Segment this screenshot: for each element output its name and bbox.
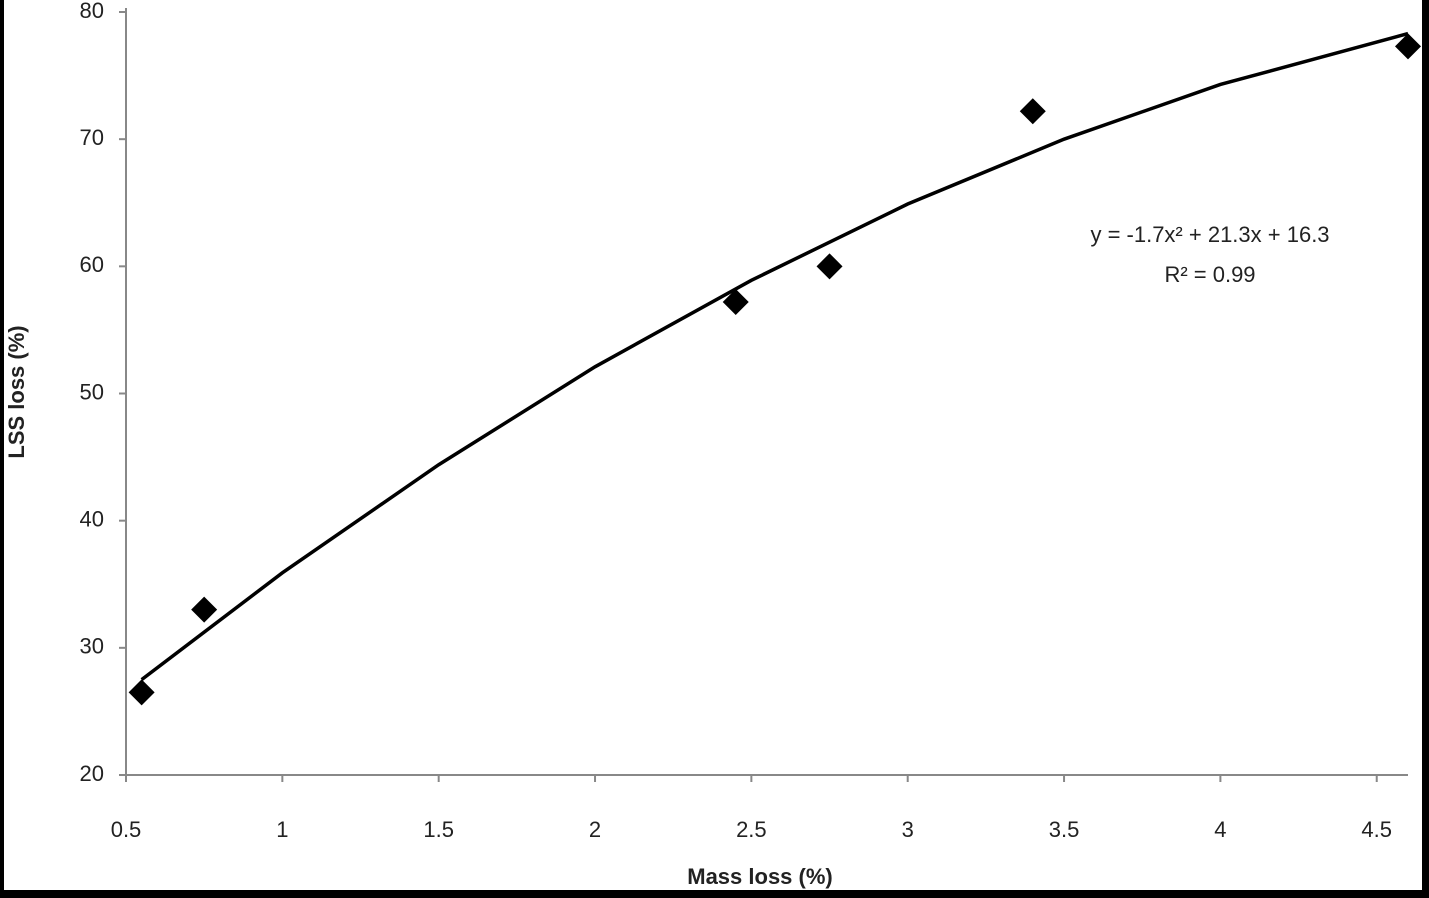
y-tick-label: 70 <box>80 125 104 150</box>
y-tick-label: 80 <box>80 0 104 23</box>
y-axis-label: LSS loss (%) <box>4 325 29 458</box>
x-tick-label: 3 <box>902 817 914 842</box>
y-tick-label: 30 <box>80 634 104 659</box>
chart-background <box>4 0 1422 890</box>
data-point <box>1019 98 1046 125</box>
y-tick-label: 60 <box>80 252 104 277</box>
x-tick-label: 2 <box>589 817 601 842</box>
data-point <box>128 679 155 706</box>
data-point <box>816 253 843 280</box>
x-axis-label: Mass loss (%) <box>687 864 833 889</box>
x-tick-label: 1.5 <box>423 817 454 842</box>
trend-line <box>140 31 1409 682</box>
equation: y = -1.7x² + 21.3x + 16.3 <box>1090 222 1329 247</box>
data-point <box>1395 33 1421 60</box>
x-tick-label: 3.5 <box>1049 817 1080 842</box>
data-point <box>191 596 218 623</box>
x-tick-label: 4.5 <box>1361 817 1392 842</box>
y-tick-label: 50 <box>80 379 104 404</box>
x-tick-label: 2.5 <box>736 817 767 842</box>
data-point <box>722 288 749 315</box>
y-tick-label: 20 <box>80 761 104 786</box>
x-tick-label: 0.5 <box>111 817 142 842</box>
x-tick-label: 4 <box>1214 817 1226 842</box>
y-tick-label: 40 <box>80 506 104 531</box>
x-tick-label: 1 <box>276 817 288 842</box>
r-squared: R² = 0.99 <box>1164 262 1255 287</box>
